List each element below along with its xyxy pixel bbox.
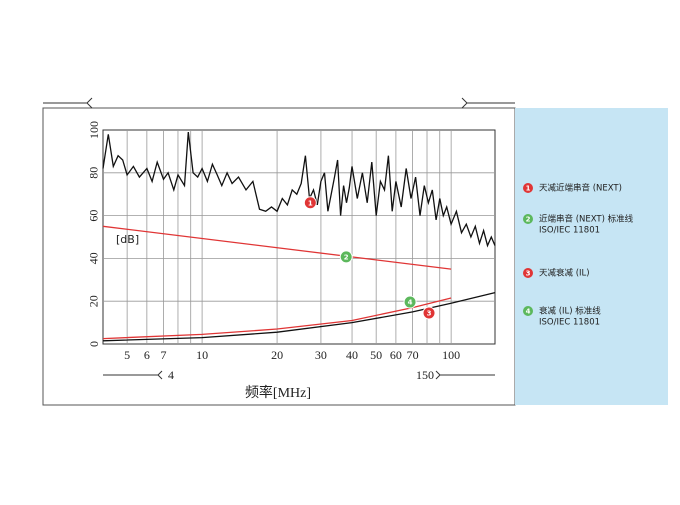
marker-label: 3 bbox=[427, 309, 432, 317]
y-tick-label: 100 bbox=[87, 121, 101, 139]
legend-text: 近端串音 (NEXT) 标准线 bbox=[539, 214, 634, 225]
legend-panel bbox=[515, 108, 668, 405]
x-axis-label: 频率[MHz] bbox=[245, 384, 311, 401]
legend-number: 2 bbox=[526, 216, 531, 224]
y-tick-label: 80 bbox=[87, 167, 101, 179]
top-bracket-left bbox=[43, 97, 93, 109]
marker bbox=[303, 196, 317, 210]
frame bbox=[42, 107, 516, 406]
marker bbox=[339, 250, 353, 264]
x-tick-label: 6 bbox=[144, 348, 150, 362]
range-bracket-left bbox=[103, 370, 163, 380]
legend-text: 衰减 (IL) 标准线 bbox=[539, 306, 601, 317]
y-tick-label: 20 bbox=[87, 295, 101, 307]
marker-label: 1 bbox=[308, 199, 313, 207]
x-tick-label: 100 bbox=[442, 348, 460, 362]
x-tick-label: 70 bbox=[407, 348, 419, 362]
legend-dot bbox=[523, 306, 533, 316]
legend-number: 1 bbox=[526, 185, 531, 193]
marker bbox=[403, 295, 417, 309]
series-line bbox=[102, 132, 496, 248]
marker-label: 4 bbox=[408, 299, 413, 307]
series-line bbox=[102, 291, 496, 342]
x-tick-label: 5 bbox=[124, 348, 130, 362]
range-end-label: 150 bbox=[416, 368, 434, 382]
series-line bbox=[102, 225, 452, 270]
x-tick-label: 10 bbox=[196, 348, 208, 362]
legend-text: 天减衰减 (IL) bbox=[539, 268, 590, 279]
legend-dot bbox=[523, 183, 533, 193]
y-tick-label: 60 bbox=[87, 210, 101, 222]
y-tick-label: 40 bbox=[87, 252, 101, 264]
plot-area bbox=[102, 129, 496, 345]
x-tick-label: 7 bbox=[161, 348, 167, 362]
legend-dot bbox=[523, 268, 533, 278]
series-line bbox=[102, 297, 452, 340]
range-start-label: 4 bbox=[168, 368, 174, 382]
range-bracket-right bbox=[435, 370, 495, 380]
legend-dot bbox=[523, 214, 533, 224]
legend-text: ISO/IEC 11801 bbox=[539, 226, 600, 236]
top-bracket-right bbox=[461, 97, 515, 109]
x-tick-label: 30 bbox=[315, 348, 327, 362]
marker bbox=[422, 306, 436, 320]
x-tick-label: 50 bbox=[370, 348, 382, 362]
legend-number: 3 bbox=[526, 270, 531, 278]
x-tick-label: 60 bbox=[390, 348, 402, 362]
legend-text: ISO/IEC 11801 bbox=[539, 318, 600, 328]
x-tick-label: 20 bbox=[271, 348, 283, 362]
marker-label: 2 bbox=[344, 253, 349, 261]
legend-text: 天减近端串音 (NEXT) bbox=[539, 183, 622, 194]
x-tick-label: 40 bbox=[346, 348, 358, 362]
y-tick-label: 0 bbox=[87, 341, 101, 347]
legend-number: 4 bbox=[526, 308, 531, 316]
y-axis-label: [dB] bbox=[116, 233, 139, 246]
